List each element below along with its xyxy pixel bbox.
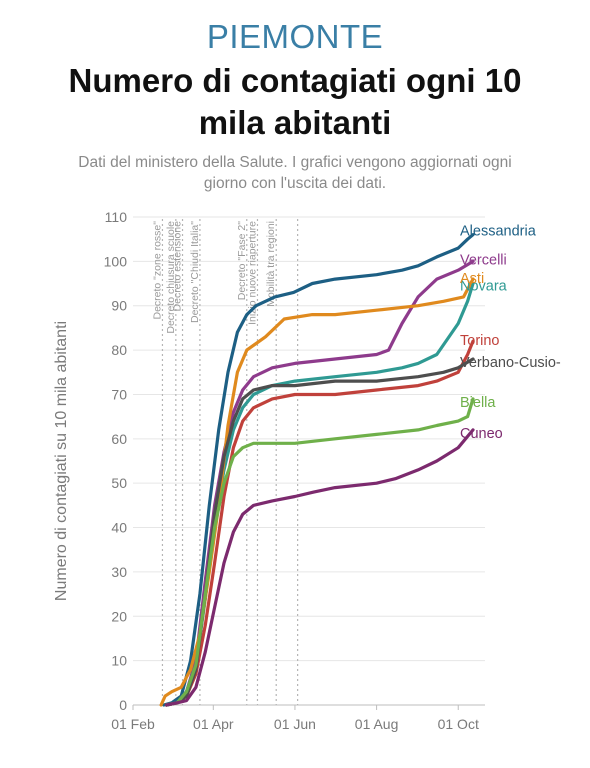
series-label: Asti <box>460 271 484 287</box>
y-tick-label: 10 <box>111 653 127 669</box>
series-line <box>164 428 475 707</box>
y-tick-label: 0 <box>119 697 127 713</box>
event-label: Decreto "zone rosse" <box>151 221 163 320</box>
y-tick-label: 70 <box>111 386 127 402</box>
x-tick-label: 01 Feb <box>111 716 155 732</box>
series-label: Cuneo <box>460 426 503 442</box>
y-tick-label: 60 <box>111 431 127 447</box>
series-lines <box>159 233 475 707</box>
x-tick-label: 01 Apr <box>193 716 234 732</box>
y-tick-label: 40 <box>111 520 127 536</box>
gridlines <box>133 216 485 706</box>
chart-subtitle: Dati del ministero della Salute. I grafi… <box>25 152 565 194</box>
event-label: Inizio nuove riaperture <box>246 221 258 325</box>
y-tick-label: 50 <box>111 475 127 491</box>
series-line <box>164 281 475 707</box>
event-label: Decreto estensione <box>172 221 184 312</box>
x-tick-label: 01 Aug <box>355 716 399 732</box>
chart-subtitle-line1: Dati del ministero della Salute. I grafi… <box>78 154 512 171</box>
y-tick-label: 80 <box>111 342 127 358</box>
chart-subtitle-line2: giorno con l'uscita dei dati. <box>203 175 387 192</box>
y-axis: 0 10 20 30 40 50 60 70 80 90 100 110 Numero di conta… <box>53 209 127 713</box>
series-label: Novara <box>460 279 508 295</box>
series-label: Alessandria <box>460 224 537 240</box>
event-label: Decreto "Fase 2" <box>236 221 248 301</box>
x-tick-label: 01 Oct <box>438 716 479 732</box>
y-tick-label: 30 <box>111 564 127 580</box>
chart-title-line2: mila abitanti <box>198 104 392 141</box>
y-axis-label: Numero di contagiati su 10 mila abitanti <box>53 321 70 601</box>
event-markers: Decreto "zone rosse" Decreto chiusura scu… <box>151 219 299 705</box>
series-line <box>162 233 475 707</box>
event-label: Decreto "Chiudi Italia" <box>189 221 201 323</box>
chart-title: Numero di contagiati ogni 10 mila abitan… <box>20 60 570 144</box>
series-line <box>159 277 475 707</box>
line-chart: Decreto "zone rosse" Decreto chiusura scu… <box>53 209 561 732</box>
y-tick-label: 110 <box>105 209 128 225</box>
series-line <box>164 397 475 707</box>
series-label: Torino <box>460 333 500 349</box>
region-name: PIEMONTE <box>206 18 384 55</box>
series-label: Vercelli <box>460 252 507 268</box>
event-label: Decreto chiusura scuole <box>165 221 177 334</box>
event-label: Mobilità tra regioni <box>265 221 277 307</box>
x-tick-label: 01 Jun <box>274 716 316 732</box>
y-tick-label: 100 <box>104 253 128 269</box>
chart-title-line1: Numero di contagiati ogni 10 <box>68 62 522 99</box>
series-label: Biella <box>460 395 496 411</box>
series-label: Verbano-Cusio- <box>460 355 561 371</box>
x-axis: 01 Feb 01 Apr 01 Jun 01 Aug 01 Oct <box>111 705 479 732</box>
y-tick-label: 90 <box>111 298 127 314</box>
y-tick-label: 20 <box>111 608 127 624</box>
